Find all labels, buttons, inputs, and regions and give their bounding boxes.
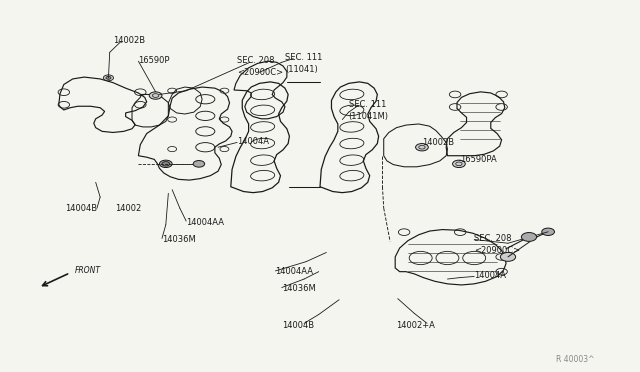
- Text: 16590PA: 16590PA: [460, 155, 497, 164]
- Text: SEC. 111: SEC. 111: [285, 53, 323, 62]
- Text: 16590P: 16590P: [138, 56, 170, 65]
- Text: R 40003^: R 40003^: [556, 355, 595, 364]
- Circle shape: [500, 253, 516, 261]
- Text: 14036M: 14036M: [162, 235, 196, 244]
- Text: FRONT: FRONT: [75, 266, 100, 275]
- Circle shape: [193, 161, 205, 167]
- Text: 14004B: 14004B: [282, 321, 314, 330]
- Text: <20900C>: <20900C>: [237, 68, 284, 77]
- Text: 14036M: 14036M: [282, 284, 316, 293]
- Text: 14002+A: 14002+A: [396, 321, 435, 330]
- Text: 14002B: 14002B: [113, 36, 145, 45]
- Circle shape: [149, 92, 162, 99]
- Circle shape: [541, 228, 554, 235]
- Text: 14004B: 14004B: [65, 204, 97, 214]
- Text: SEC. 208: SEC. 208: [474, 234, 512, 243]
- Circle shape: [103, 75, 113, 81]
- Text: 14004A: 14004A: [237, 137, 269, 146]
- Text: 14002: 14002: [115, 204, 141, 214]
- Text: 14004AA: 14004AA: [186, 218, 224, 227]
- Circle shape: [159, 160, 172, 167]
- Text: 14002B: 14002B: [422, 138, 454, 147]
- Circle shape: [452, 160, 465, 167]
- Text: (11041M): (11041M): [349, 112, 388, 121]
- Circle shape: [415, 144, 428, 151]
- Text: 14004AA: 14004AA: [275, 267, 314, 276]
- Text: <20900C>: <20900C>: [474, 246, 520, 255]
- Text: 14004A: 14004A: [474, 271, 506, 280]
- Circle shape: [106, 76, 111, 79]
- Circle shape: [162, 161, 170, 166]
- Text: SEC. 111: SEC. 111: [349, 100, 386, 109]
- Text: SEC. 208: SEC. 208: [237, 56, 275, 65]
- Text: (11041): (11041): [285, 65, 317, 74]
- Circle shape: [522, 232, 537, 241]
